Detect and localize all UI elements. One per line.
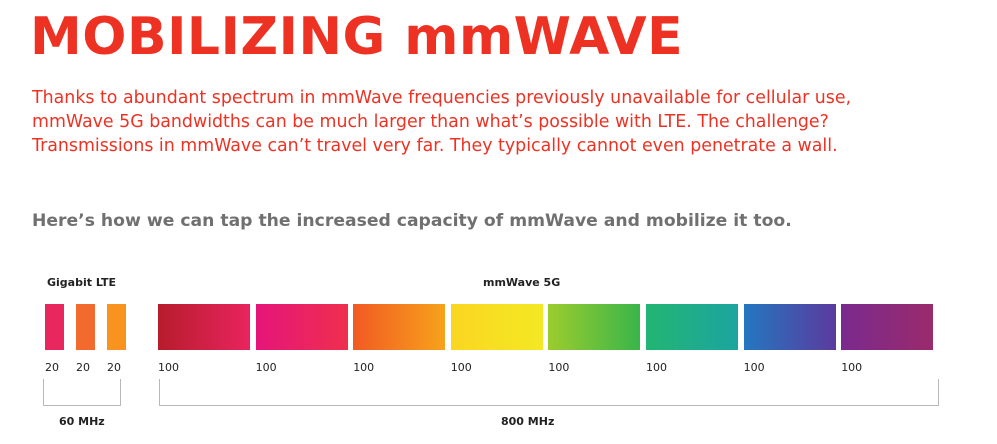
mmwave-channel-bar [255,304,348,350]
lte-label: Gigabit LTE [47,276,117,289]
mmwave-label: mmWave 5G [483,276,561,289]
mmwave-channel-bar [743,304,836,350]
mmwave-bracket [159,379,939,406]
intro-line: Thanks to abundant spectrum in mmWave fr… [32,88,852,108]
mmwave-channel-bar [158,304,250,350]
lte-channel-value: 20 [76,361,90,374]
section-subheading: Here’s how we can tap the increased capa… [32,211,792,231]
mmwave-channel-value: 100 [158,361,179,374]
mmwave-channel-bar [450,304,543,350]
mmwave-channel-bar [353,304,446,350]
lte-channel-bar [45,304,64,350]
intro-line: mmWave 5G bandwidths can be much larger … [32,112,829,132]
mmwave-channel-bar [841,304,934,350]
mmwave-channel-value: 100 [353,361,375,374]
mmwave-total-label: 800 MHz [501,415,555,428]
lte-channel-value: 20 [107,361,121,374]
intro-line: Transmissions in mmWave can’t travel ver… [32,136,838,156]
mmwave-channel-value: 100 [450,361,472,374]
mmwave-channel-value: 100 [743,361,765,374]
page-title: MOBILIZING mmWAVE [30,7,684,67]
mmwave-channel-bar [548,304,641,350]
lte-channel-value: 20 [45,361,59,374]
intro-paragraph: Thanks to abundant spectrum in mmWave fr… [32,86,982,158]
mmwave-channel-value: 100 [255,361,277,374]
mmwave-channel-bar [646,304,738,350]
mmwave-channel-value: 100 [841,361,863,374]
lte-channel-bar [107,304,126,350]
lte-channel-bar [76,304,95,350]
lte-total-label: 60 MHz [59,415,105,428]
mmwave-channel-value: 100 [548,361,570,374]
lte-bracket [43,379,121,406]
mmwave-channel-value: 100 [646,361,667,374]
